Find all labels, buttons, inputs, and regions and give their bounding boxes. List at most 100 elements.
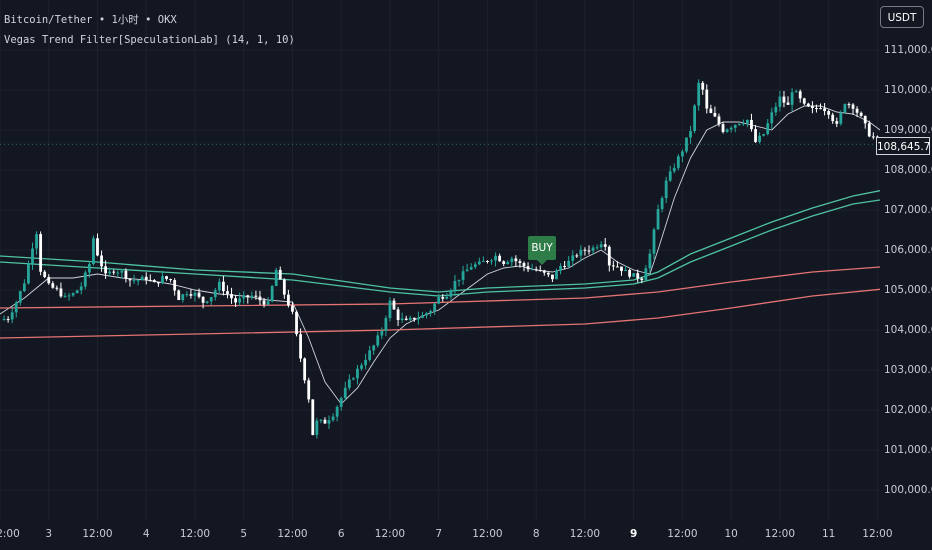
indicator-line-tunnel-red-lower [0, 288, 880, 339]
candle [534, 266, 538, 272]
candle [104, 260, 108, 279]
candle [871, 132, 875, 140]
candle [827, 109, 831, 119]
candle-body [823, 108, 826, 112]
candle-body [733, 124, 737, 128]
candle [217, 278, 221, 294]
candle [445, 292, 449, 300]
candle-body [108, 271, 112, 274]
candle [128, 278, 132, 287]
candle [681, 149, 684, 163]
candle-body [563, 266, 567, 268]
candle [388, 297, 392, 322]
candle-body [429, 311, 432, 314]
symbol-info[interactable]: Bitcoin/Tether • 1小时 • OKX [4, 14, 177, 26]
candle [376, 331, 380, 348]
candle [421, 311, 424, 319]
candle [144, 272, 148, 285]
candle-body [197, 292, 201, 297]
time-axis[interactable]: 2:00 3 12:00 4 12:00 5 12:00 6 12:00 7 12:00 8 12:00… [0, 520, 932, 550]
candle-body [104, 266, 108, 274]
candle-body [575, 255, 579, 257]
candle [859, 111, 863, 117]
candle [278, 266, 282, 280]
candle-body [603, 244, 607, 247]
candle [425, 312, 428, 319]
candle [567, 255, 571, 268]
candle-body [640, 278, 644, 281]
candle [124, 268, 128, 283]
time-tick-label: 9 [630, 528, 638, 540]
candle [315, 417, 319, 439]
candle [802, 97, 806, 106]
candle [67, 292, 71, 301]
candle-body [689, 131, 692, 138]
candle-body [778, 96, 782, 107]
candle [790, 88, 794, 112]
candle-body [660, 198, 664, 210]
candle [457, 279, 461, 287]
candle-body [96, 238, 99, 256]
candle-body [786, 102, 790, 105]
candle [851, 103, 855, 115]
candle-body [92, 238, 95, 265]
candle-body [79, 286, 83, 291]
candle [782, 90, 786, 108]
candle-body [502, 261, 506, 264]
candle-body [717, 116, 721, 125]
candle-body [530, 269, 534, 271]
candle [676, 154, 680, 171]
candle-body [486, 260, 489, 262]
candle-body [71, 293, 75, 296]
candle [522, 261, 526, 272]
candle-body [282, 279, 286, 295]
candle [538, 265, 542, 272]
candle-body [177, 290, 181, 301]
candle [746, 119, 749, 128]
candle-body [87, 264, 91, 273]
candle [721, 121, 725, 134]
candle [640, 276, 644, 284]
candle [43, 269, 47, 279]
price-axis[interactable]: 100,000.0 101,000.0 102,000.0 103,000.0 104,… [880, 0, 932, 520]
candle-body [388, 300, 392, 319]
candle [31, 242, 34, 270]
candle [514, 255, 518, 267]
candle [429, 309, 432, 317]
candle-body [790, 92, 794, 105]
candle [705, 84, 709, 114]
candle [351, 376, 355, 381]
indicator-info[interactable]: Vegas Trend Filter[SpeculationLab] (14, … [4, 34, 295, 46]
candle-body [161, 276, 164, 284]
time-tick-label: 10 [724, 528, 738, 540]
candle-body [14, 302, 18, 313]
candle-body [774, 106, 778, 113]
candle-body [27, 263, 30, 284]
candle-body [157, 282, 160, 284]
candle-body [83, 272, 87, 287]
candle [347, 374, 351, 391]
candle-body [693, 105, 697, 132]
candle [6, 316, 10, 323]
candle [778, 90, 782, 112]
price-tick-label: 105,000.0 [884, 284, 932, 296]
time-tick-label: 12:00 [82, 528, 113, 540]
candle [798, 89, 802, 103]
currency-button[interactable]: USDT [880, 6, 924, 28]
candle-body [664, 180, 668, 199]
candle-body [2, 319, 6, 321]
candle-body [583, 249, 587, 251]
candle-body [766, 123, 770, 135]
candle-body [469, 267, 473, 270]
candle-body [481, 260, 485, 262]
candle [632, 273, 636, 277]
candle-body [770, 112, 774, 124]
candle [380, 327, 384, 340]
candle [319, 419, 323, 424]
price-chart-plot[interactable] [0, 0, 880, 520]
candle [526, 262, 530, 273]
candle-body [43, 271, 47, 278]
candle-body [331, 416, 335, 421]
candle [10, 306, 14, 324]
